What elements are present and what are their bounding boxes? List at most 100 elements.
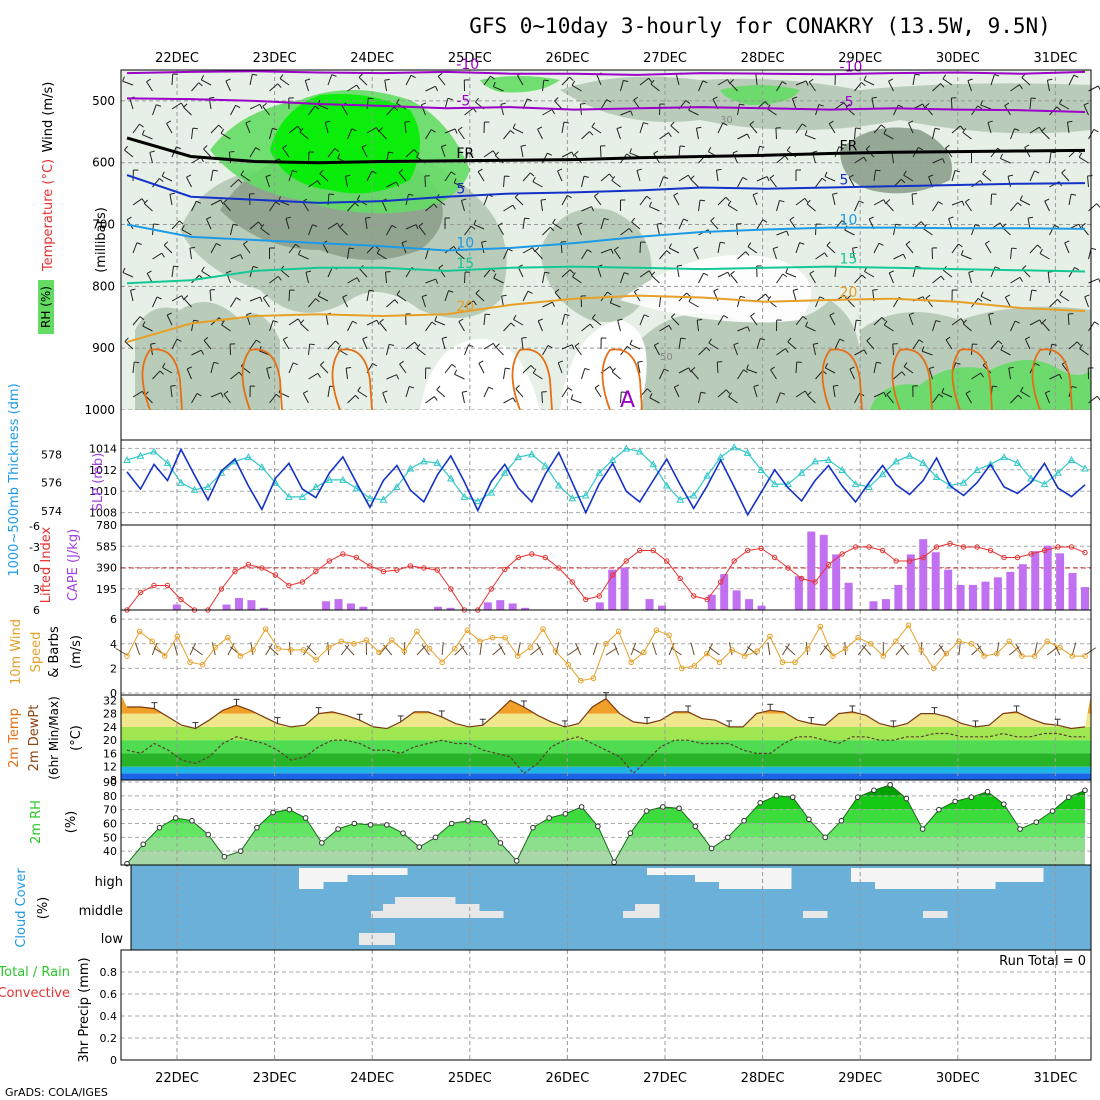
rh-point — [903, 795, 910, 802]
wind-barb — [592, 317, 602, 326]
wind-barb-flag — [1019, 84, 1023, 90]
li-point — [1068, 544, 1075, 550]
wind-barb — [832, 386, 836, 398]
wind-barb — [1019, 199, 1031, 206]
wind-barb-flag — [824, 252, 828, 258]
temperature-contour — [126, 265, 1086, 285]
wind-barb-flag — [945, 336, 951, 341]
wind-barb-flag — [238, 179, 243, 184]
wind-speed-point — [956, 638, 962, 645]
wind-barb — [503, 322, 512, 332]
wind-barb-flag — [960, 318, 965, 323]
wind-barb-flag — [346, 366, 352, 369]
wind-barb-flag — [431, 321, 437, 326]
li-point — [502, 566, 508, 573]
wind-barb — [873, 391, 885, 398]
wind-barb — [1029, 290, 1033, 302]
wind-barb-flag — [398, 168, 404, 173]
wind-barb-flag — [838, 146, 844, 149]
wind-barb — [366, 290, 370, 302]
wind-barb-flag — [472, 107, 477, 113]
wind-barb-flag — [161, 252, 165, 258]
wind-barb-flag — [169, 192, 175, 195]
cape-bar — [359, 606, 368, 610]
wind-barb-flag — [335, 340, 340, 345]
contour-label: -10 — [840, 59, 863, 75]
wind-barb — [728, 642, 733, 656]
cape-bar — [496, 600, 505, 610]
wind-barb-flag — [747, 242, 752, 247]
wind-barb-flag — [458, 318, 464, 322]
rh-point — [319, 840, 325, 846]
wind-barb-flag — [861, 274, 866, 279]
wind-barb — [809, 273, 816, 284]
wind-barb — [249, 74, 253, 86]
wind-barb — [753, 386, 758, 398]
slp-line — [126, 447, 1086, 517]
wind-barb-flag — [435, 278, 439, 284]
wind-barb — [746, 368, 758, 374]
contour-label: 50 — [660, 352, 673, 363]
li-point — [610, 572, 616, 578]
wind-barb — [342, 296, 348, 308]
wind-barb-flag — [725, 389, 730, 394]
wind-barb — [690, 642, 695, 656]
wind-barb-flag — [395, 181, 400, 187]
wind-barb-flag — [187, 366, 192, 370]
wind-barb — [475, 293, 485, 302]
wind-barb-flag — [980, 100, 983, 106]
wind-barb-flag — [740, 295, 746, 299]
wind-barb — [317, 104, 329, 110]
wind-barb — [299, 131, 309, 140]
wind-barb — [639, 195, 648, 206]
temp-unit-label: (°C) — [69, 725, 84, 751]
wind-barb — [366, 127, 377, 134]
thickness-point — [595, 468, 604, 476]
y-tick-label: 600 — [92, 156, 115, 170]
wind-barb — [639, 241, 642, 254]
thickness-point — [676, 495, 685, 503]
wind-barb — [611, 179, 621, 188]
wind-barb — [1034, 642, 1038, 656]
wind-barb-flag — [606, 99, 612, 103]
cloud-high-cell — [863, 868, 876, 882]
wind-barb-flag — [547, 152, 553, 156]
cloud-high-cell — [383, 868, 396, 875]
wind-barb-flag — [865, 145, 871, 150]
wind-barb-flag — [769, 174, 775, 179]
wind-barb — [210, 170, 214, 182]
rh-point — [465, 817, 471, 824]
rh-point — [481, 819, 488, 825]
wind-barb — [1010, 128, 1015, 140]
wind-barb — [698, 346, 707, 356]
rh-point — [806, 816, 812, 823]
wind-barb-flag — [977, 297, 983, 302]
wind-barb-flag — [408, 193, 414, 196]
wind-barb — [269, 320, 274, 332]
wind-barb-flag — [413, 149, 418, 154]
wind-speed-point — [325, 644, 332, 651]
wind-barb — [201, 270, 212, 278]
wind-barb-flag — [1084, 294, 1090, 298]
wind-barb — [421, 296, 426, 308]
wind-barb-flag — [920, 221, 925, 226]
wind-barb — [522, 290, 529, 302]
wind-barb — [512, 127, 524, 134]
wind-barb-flag — [292, 170, 298, 173]
wind-barb-flag — [379, 318, 384, 323]
wind-barb-flag — [1096, 203, 1100, 208]
temp-line — [127, 697, 1086, 730]
rh-region — [480, 76, 560, 93]
wind-barb — [815, 252, 825, 260]
wind-barb — [1088, 85, 1099, 92]
li-point — [664, 558, 670, 564]
cape-bar — [657, 605, 666, 610]
wind-barb — [594, 387, 602, 398]
wind-barb — [938, 644, 947, 656]
wind-barb — [962, 131, 972, 140]
wind-barb — [717, 315, 724, 326]
wind-barb-flag — [361, 144, 367, 148]
wind-barb — [557, 170, 563, 182]
wind-barb-flag — [558, 360, 564, 364]
top-date-label: 25DEC — [448, 51, 492, 66]
